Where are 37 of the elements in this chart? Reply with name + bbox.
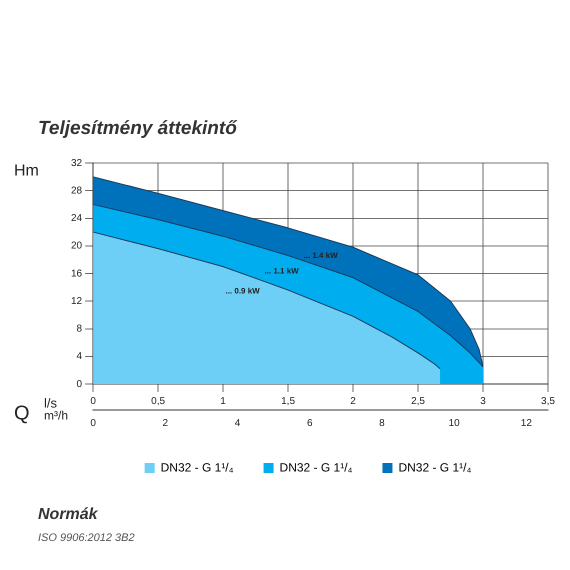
x2-tick-label: 2 (162, 418, 169, 429)
x-tick-label: 2,5 (411, 396, 426, 407)
y-tick-label: 0 (76, 378, 83, 390)
legend-label: DN32 - G 1¹/₄ (280, 460, 353, 474)
text: Q (14, 402, 30, 425)
annotation: ... 0.9 kW (225, 286, 260, 296)
y-tick-label: 12 (71, 296, 83, 307)
x-tick-label: 3 (480, 396, 486, 407)
y-tick-label: 16 (71, 268, 83, 280)
y-axis-title: Hm (14, 162, 39, 180)
x2-axis-title: m³/h (44, 408, 68, 422)
x-tick-label: 1,5 (281, 396, 296, 407)
x2-tick-label: 8 (379, 418, 386, 429)
x2-tick-label: 12 (520, 418, 532, 429)
text: Normák (38, 506, 99, 524)
y-tick-label: 32 (71, 158, 83, 169)
y-tick-label: 20 (71, 240, 83, 252)
x2-tick-label: 10 (448, 418, 460, 429)
y-tick-label: 28 (71, 185, 83, 196)
annotation: ... 1.1 kW (264, 266, 300, 276)
x-tick-label: 2 (350, 396, 356, 407)
x-tick-label: 0,5 (151, 396, 166, 407)
x-tick-label: 3,5 (541, 396, 556, 407)
annotation: ... 1.4 kW (303, 250, 338, 260)
y-tick-label: 4 (76, 351, 83, 362)
x-tick-label: 1 (220, 396, 226, 407)
x2-tick-label: 4 (234, 418, 241, 429)
text: ISO 9906:2012 3B2 (38, 532, 136, 544)
y-tick-label: 24 (71, 213, 83, 224)
chart-title: Teljesítmény áttekintő (38, 118, 238, 140)
legend-label: DN32 - G 1¹/₄ (160, 460, 234, 474)
x2-tick-label: 6 (306, 418, 313, 429)
x-tick-label: 0 (90, 396, 96, 407)
y-tick-label: 8 (76, 324, 83, 334)
x-axis-title: l/s (44, 396, 58, 411)
x2-tick-label: 0 (90, 418, 96, 429)
legend-label: DN32 - G 1¹/₄ (398, 460, 472, 474)
